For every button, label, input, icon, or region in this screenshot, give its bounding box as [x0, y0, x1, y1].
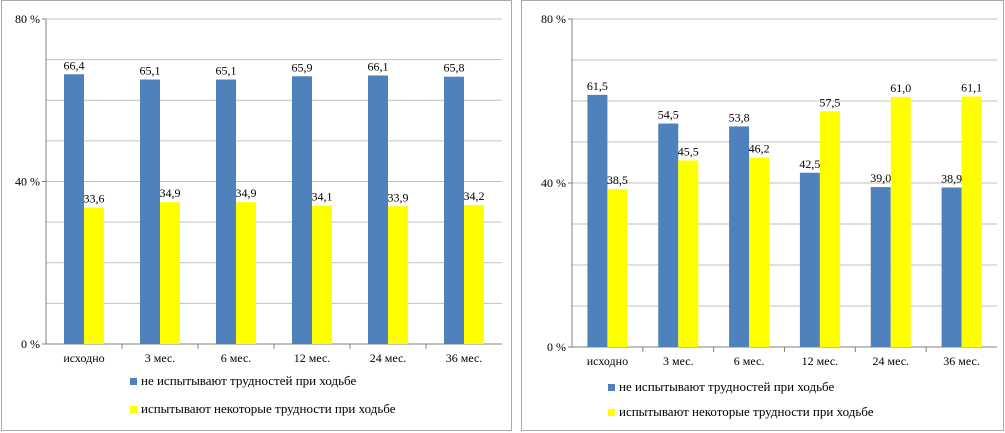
bar — [607, 189, 628, 347]
bar — [890, 96, 911, 348]
data-label: 53,8 — [729, 110, 750, 124]
data-label: 46,2 — [749, 142, 770, 156]
data-label: 57,5 — [819, 95, 840, 109]
legend-swatch-blue — [608, 383, 615, 391]
data-label: 61,5 — [587, 79, 608, 93]
bar — [236, 202, 256, 344]
x-tick-label: 3 мес. — [145, 351, 176, 365]
legend-item-series-2: испытывают некоторые трудности при ходьб… — [130, 401, 395, 417]
bar — [140, 79, 160, 344]
y-tick-label: 80 % — [15, 12, 40, 26]
legend-label: не испытывают трудностей при ходьбе — [619, 379, 835, 394]
data-label: 65,1 — [140, 64, 161, 78]
x-tick-label: 24 мес. — [370, 351, 407, 365]
x-tick-label: 12 мес. — [802, 354, 839, 368]
bar — [84, 207, 104, 344]
data-label: 66,1 — [368, 59, 389, 73]
x-tick-label: 3 мес. — [663, 354, 694, 368]
x-tick-label: 36 мес. — [943, 354, 980, 368]
y-tick-label: 40 % — [15, 175, 40, 189]
data-label: 61,1 — [961, 80, 982, 94]
data-label: 61,0 — [890, 81, 911, 95]
bar — [678, 160, 699, 347]
data-label: 33,6 — [84, 192, 105, 206]
legend-right: не испытывают трудностей при ходьбе испы… — [608, 379, 978, 429]
bar — [819, 111, 840, 347]
y-tick-label: 0 % — [21, 337, 40, 351]
data-label: 42,5 — [799, 157, 820, 171]
data-label: 39,0 — [870, 171, 891, 185]
data-label: 54,5 — [658, 108, 679, 122]
y-tick-label: 80 % — [541, 12, 566, 26]
legend-swatch-yellow — [608, 408, 615, 416]
bar — [961, 96, 982, 348]
legend-swatch-blue — [130, 377, 137, 385]
bar — [749, 157, 770, 347]
bar — [587, 94, 608, 347]
bar — [312, 205, 332, 344]
chart-panel-left: 0 % 40 % 80 % исходно 66,4 33,6 3 мес. 65,1 34,9… — [1, 0, 512, 431]
bar — [870, 187, 891, 347]
bar — [388, 206, 408, 344]
data-label: 66,4 — [64, 58, 85, 72]
bar — [799, 172, 820, 347]
legend-swatch-yellow — [130, 405, 137, 413]
legend-item-series-1: не испытывают трудностей при ходьбе — [608, 379, 834, 395]
x-tick-label: исходно — [587, 354, 628, 368]
data-label: 33,9 — [388, 190, 409, 204]
x-tick-label: 12 мес. — [294, 351, 331, 365]
data-label: 34,1 — [312, 189, 333, 203]
x-tick-label: 24 мес. — [872, 354, 909, 368]
data-label: 65,1 — [216, 64, 237, 78]
legend-label: не испытывают трудностей при ходьбе — [141, 373, 357, 388]
bar — [464, 205, 484, 344]
x-tick-label: 6 мес. — [221, 351, 252, 365]
legend-item-series-1: не испытывают трудностей при ходьбе — [130, 373, 356, 389]
data-label: 34,9 — [236, 186, 257, 200]
chart-right-svg: 0 % 40 % 80 % исходно 61,5 38,5 3 мес. 54,5 45,5… — [541, 12, 997, 368]
data-label: 34,9 — [160, 186, 181, 200]
bar — [216, 79, 236, 344]
bar — [729, 126, 750, 347]
bar — [368, 75, 388, 344]
data-label: 38,5 — [607, 173, 628, 187]
legend-label: испытывают некоторые трудности при ходьб… — [619, 404, 874, 419]
x-tick-label: 6 мес. — [734, 354, 765, 368]
chart-panel-right: 0 % 40 % 80 % исходно 61,5 38,5 3 мес. 54,5 45,5… — [521, 0, 1004, 431]
x-tick-label: исходно — [63, 351, 104, 365]
data-label: 65,9 — [292, 60, 313, 74]
x-tick-label: 36 мес. — [446, 351, 483, 365]
bar — [64, 74, 84, 344]
legend-item-series-2: испытывают некоторые трудности при ходьб… — [608, 404, 873, 420]
bar — [658, 123, 679, 347]
y-tick-label: 40 % — [541, 176, 566, 190]
bar — [444, 76, 464, 344]
legend-left: не испытывают трудностей при ходьбе испы… — [130, 373, 500, 423]
data-label: 38,9 — [941, 172, 962, 186]
chart-left-svg: 0 % 40 % 80 % исходно 66,4 33,6 3 мес. 65,1 34,9… — [15, 12, 502, 365]
data-label: 45,5 — [678, 144, 699, 158]
bar — [292, 76, 312, 344]
legend-label: испытывают некоторые трудности при ходьб… — [141, 401, 396, 416]
y-tick-label: 0 % — [547, 340, 566, 354]
data-label: 34,2 — [464, 189, 485, 203]
bar — [941, 187, 962, 347]
data-label: 65,8 — [444, 61, 465, 75]
bar — [160, 202, 180, 344]
